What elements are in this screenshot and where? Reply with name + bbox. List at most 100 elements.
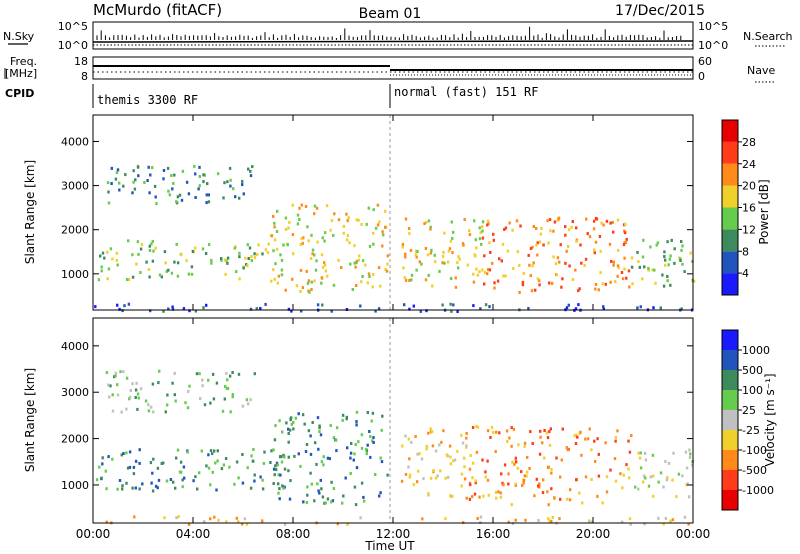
heatmap-cell [319, 433, 323, 437]
heatmap-cell [167, 307, 170, 311]
heatmap-cell [274, 464, 277, 468]
heatmap-cell [468, 229, 471, 233]
freq-label-1: Freq. [10, 55, 37, 68]
heatmap-cell [238, 196, 241, 200]
heatmap-cell [551, 515, 554, 519]
heatmap-cell [175, 456, 178, 460]
heatmap-cell [279, 473, 282, 477]
heatmap-cell [287, 455, 290, 459]
heatmap-cell [215, 488, 218, 492]
heatmap-cell [287, 427, 290, 431]
heatmap-cell [438, 269, 441, 273]
heatmap-cell [621, 486, 624, 490]
heatmap-cell [471, 426, 475, 429]
heatmap-cell [241, 453, 244, 456]
heatmap-cell [100, 265, 103, 269]
x-tick-label: 04:00 [176, 527, 211, 541]
heatmap-cell [325, 204, 329, 208]
heatmap-cell [624, 231, 627, 235]
heatmap-cell [229, 410, 232, 414]
heatmap-cell [291, 203, 294, 207]
heatmap-cell [575, 478, 578, 482]
heatmap-cell [475, 267, 478, 271]
heatmap-cell [463, 456, 466, 460]
heatmap-cell [277, 491, 280, 495]
heatmap-cell [434, 260, 437, 264]
heatmap-cell [335, 449, 338, 453]
heatmap-cell [156, 466, 160, 470]
heatmap-cell [647, 268, 650, 272]
heatmap-cell [341, 413, 345, 417]
heatmap-cell [114, 374, 117, 378]
heatmap-cell [631, 282, 634, 286]
heatmap-cell [275, 461, 279, 465]
heatmap-cell [539, 232, 543, 236]
heatmap-cell [469, 483, 472, 487]
heatmap-cell [448, 247, 452, 251]
heatmap-cell [567, 303, 570, 307]
heatmap-cell [367, 272, 371, 276]
heatmap-cell [288, 428, 292, 432]
heatmap-cell [106, 277, 109, 281]
heatmap-cell [418, 452, 421, 456]
nsky-tick-bottom: 10^0 [58, 39, 88, 52]
heatmap-cell [558, 260, 561, 264]
heatmap-cell [442, 250, 445, 254]
heatmap-cell [475, 246, 478, 250]
heatmap-cell [372, 436, 375, 440]
heatmap-cell [473, 219, 476, 223]
power-frame [92, 114, 694, 311]
heatmap-cell [123, 304, 126, 308]
nsky-line [92, 40, 694, 43]
heatmap-cell [503, 463, 507, 467]
heatmap-cell [488, 305, 491, 309]
heatmap-cell [303, 422, 306, 426]
heatmap-cell [596, 437, 599, 441]
heatmap-cell [346, 219, 349, 223]
heatmap-cell [181, 485, 184, 489]
heatmap-cell [460, 472, 464, 476]
heatmap-cell [664, 258, 667, 262]
heatmap-cell [594, 240, 598, 244]
heatmap-cell [274, 238, 277, 242]
heatmap-cell [642, 474, 646, 478]
heatmap-cell [181, 169, 185, 173]
heatmap-cell [216, 172, 220, 176]
heatmap-cell [185, 180, 189, 184]
heatmap-cell [277, 473, 280, 477]
heatmap-cell [259, 307, 262, 310]
heatmap-cell [331, 499, 335, 503]
heatmap-cell [659, 306, 662, 310]
heatmap-cell [638, 456, 642, 460]
heatmap-cell [226, 256, 230, 260]
heatmap-cell [221, 409, 225, 413]
heatmap-cell [147, 403, 150, 407]
heatmap-cell [386, 254, 390, 258]
heatmap-cell [349, 472, 352, 475]
heatmap-cell [245, 398, 249, 402]
heatmap-cell [463, 465, 466, 469]
heatmap-cell [323, 239, 326, 243]
x-tick-label: 20:00 [576, 527, 611, 541]
heatmap-cell [451, 236, 454, 240]
heatmap-cell [644, 451, 647, 455]
heatmap-cell [329, 228, 332, 232]
heatmap-cell [538, 452, 542, 456]
heatmap-cell [318, 430, 321, 433]
heatmap-cell [328, 457, 331, 461]
heatmap-cell [414, 253, 418, 257]
heatmap-cell [374, 226, 378, 230]
heatmap-cell [679, 259, 682, 262]
heatmap-cell [627, 269, 631, 273]
heatmap-cell [139, 387, 143, 391]
heatmap-cell [386, 262, 389, 266]
heatmap-cell [306, 225, 309, 229]
heatmap-cell [287, 469, 290, 473]
heatmap-cell [578, 287, 581, 291]
heatmap-cell [448, 444, 452, 448]
heatmap-cell [300, 237, 303, 240]
heatmap-cell [412, 483, 416, 487]
heatmap-cell [680, 307, 683, 311]
heatmap-cell [116, 263, 119, 267]
heatmap-cell [486, 268, 490, 272]
